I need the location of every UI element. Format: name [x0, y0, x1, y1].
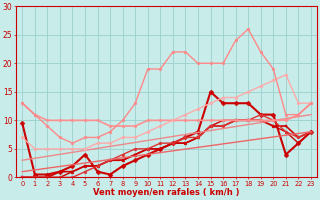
X-axis label: Vent moyen/en rafales ( km/h ): Vent moyen/en rafales ( km/h ): [93, 188, 240, 197]
